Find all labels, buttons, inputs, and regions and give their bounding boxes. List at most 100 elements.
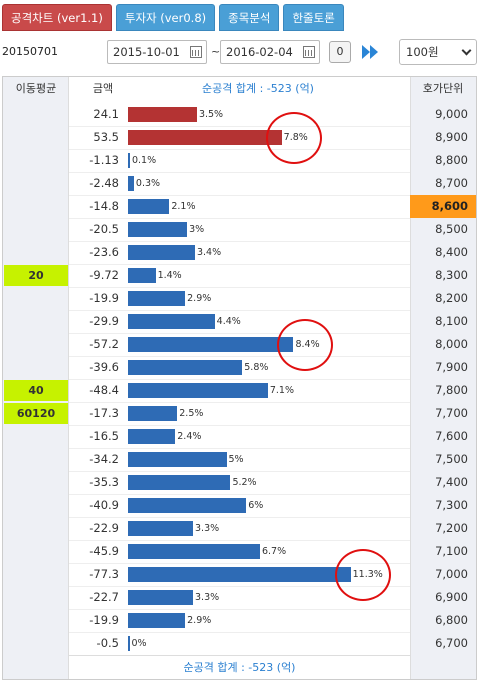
price-column [410,77,476,679]
row-divider [69,218,410,219]
amount-value: -57.2 [89,337,119,351]
percent-label: 2.4% [177,431,202,442]
tab-investor[interactable]: 투자자 (ver0.8) [115,4,216,31]
tab-discussion[interactable]: 한줄토론 [283,4,344,31]
table-row: -57.2 8.4% 8,000 [3,319,476,371]
unit-select[interactable]: 100원 [399,39,477,65]
table-row: -14.8 2.1% 8,600 [3,195,476,219]
date-separator: ~ [211,45,221,58]
calendar-icon[interactable] [190,46,202,58]
price-level: 8,200 [435,291,468,305]
row-divider [69,425,410,426]
table-row: -20.5 3% 8,500 [3,218,476,242]
percent-label: 2.9% [187,615,212,626]
price-level: 7,800 [435,383,468,397]
amount-bar [128,199,170,214]
tab-attack-chart[interactable]: 공격차트 (ver1.1) [2,4,112,31]
price-level: 7,400 [435,475,468,489]
amount-bar [128,590,193,605]
amount-bar [128,429,176,444]
price-level: 8,300 [435,268,468,282]
start-date-field[interactable]: 2015-10-01 [107,40,207,64]
price-level: 6,700 [435,636,468,650]
amount-bar [128,130,282,145]
amount-bar [128,613,186,628]
table-row: -39.6 5.8% 7,900 [3,356,476,380]
price-level: 8,500 [435,222,468,236]
header-total: 순공격 합계 : -523 (억) [202,82,314,95]
table-row: 20 -9.72 1.4% 8,300 [3,264,476,288]
amount-value: -29.9 [89,314,119,328]
price-level: 8,800 [435,153,468,167]
row-divider [69,471,410,472]
moving-average-badge: 20 [4,265,68,286]
table-row: -19.9 2.9% 8,200 [3,287,476,311]
chevron-down-icon [461,45,472,56]
amount-value: -77.3 [89,567,119,581]
fast-forward-icon[interactable] [362,44,382,60]
amount-value: -19.9 [89,613,119,627]
price-level: 8,000 [435,337,468,351]
price-level: 6,900 [435,590,468,604]
amount-value: -9.72 [89,268,119,282]
row-divider [69,586,410,587]
ma-column [3,77,69,679]
row-divider [69,126,410,127]
amount-bar [128,521,193,536]
table-row: -0.5 0% 6,700 [3,632,476,656]
end-date-value: 2016-02-04 [226,45,293,59]
percent-label: 3.5% [198,109,224,120]
table-row: 24.1 3.5% 9,000 [3,103,476,127]
amount-value: -22.7 [89,590,119,604]
end-date-field[interactable]: 2016-02-04 [220,40,320,64]
start-date-value: 2015-10-01 [113,45,180,59]
calendar-icon[interactable] [303,46,315,58]
table-row: -22.7 3.3% 6,900 [3,586,476,610]
percent-label: 3.3% [195,592,220,603]
amount-bar [128,567,351,582]
amount-value: -16.5 [89,429,119,443]
amount-bar [128,360,243,375]
row-divider [69,379,410,380]
table-row: 40 -48.4 7.1% 7,800 [3,379,476,403]
percent-label: 3.4% [196,247,222,258]
amount-value: -45.9 [89,544,119,558]
amount-bar [128,636,130,651]
amount-bar [128,337,294,352]
price-level: 8,100 [435,314,468,328]
amount-bar [128,314,215,329]
amount-value: -20.5 [89,222,119,236]
row-divider [69,356,410,357]
percent-label: 5.8% [244,362,269,373]
price-level: 8,700 [435,176,468,190]
table-row: -40.9 6% 7,300 [3,494,476,518]
price-level: 7,500 [435,452,468,466]
price-level: 7,300 [435,498,468,512]
zero-button[interactable]: 0 [329,41,351,63]
amount-value: 53.5 [93,130,119,144]
row-divider [69,402,410,403]
percent-label: 2.9% [187,293,212,304]
highlight-circle [265,112,322,164]
code-label: 20150701 [2,45,58,58]
row-divider [69,264,410,265]
header-price: 호가단위 [422,82,464,95]
amount-value: -1.13 [89,153,119,167]
price-level: 9,000 [435,107,468,121]
amount-bar [128,245,195,260]
footer-total: 순공격 합계 : -523 (억) [69,655,410,679]
percent-label: 0% [131,638,147,649]
row-divider [69,563,410,564]
attack-chart-table: 이동평균 금액 순공격 합계 : -523 (억) 호가단위 24.1 3.5% 9… [2,76,477,680]
row-divider [69,494,410,495]
price-level: 7,700 [435,406,468,420]
percent-label: 7.1% [269,385,294,396]
table-row: -1.13 0.1% 8,800 [3,149,476,173]
table-row: -45.9 6.7% 7,100 [3,540,476,564]
amount-value: 24.1 [93,107,119,121]
amount-bar [128,498,247,513]
row-divider [69,333,410,334]
table-row: -29.9 4.4% 8,100 [3,310,476,334]
percent-label: 5.2% [232,477,257,488]
tab-stock-analysis[interactable]: 종목분석 [219,4,280,31]
